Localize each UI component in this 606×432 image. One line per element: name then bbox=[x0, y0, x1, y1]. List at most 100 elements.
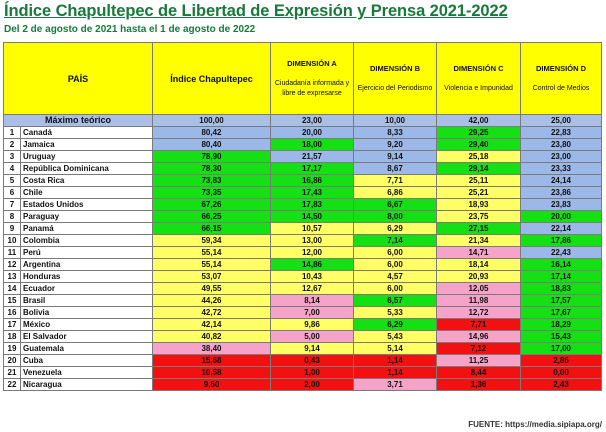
dimension-b-value: 4,57 bbox=[353, 270, 437, 283]
indice-value: 42,72 bbox=[152, 306, 271, 319]
indice-value: 59,34 bbox=[152, 234, 271, 247]
country-name: Argentina bbox=[20, 258, 153, 271]
dimension-a-value: 5,00 bbox=[270, 330, 354, 343]
country-name: Costa Rica bbox=[20, 174, 153, 187]
indice-value: 73,35 bbox=[152, 186, 271, 199]
dimension-a-value: 21,57 bbox=[270, 150, 354, 163]
dimension-d-value: 24,14 bbox=[520, 174, 602, 187]
max-label: Máximo teórico bbox=[3, 114, 153, 127]
dimension-b-name: DIMENSIÓN B bbox=[369, 63, 420, 73]
country-name: Perú bbox=[20, 246, 153, 259]
dimension-b-value: 5,43 bbox=[353, 330, 437, 343]
rank-number: 17 bbox=[3, 318, 21, 331]
dimension-b-value: 6,67 bbox=[353, 198, 437, 211]
indice-value: 78,30 bbox=[152, 162, 271, 175]
indice-value: 78,90 bbox=[152, 150, 271, 163]
country-name: El Salvador bbox=[20, 330, 153, 343]
dimension-a-value: 13,00 bbox=[270, 234, 354, 247]
source-note: FUENTE: https://media.sipiapa.org/ bbox=[468, 420, 602, 429]
indice-value: 55,14 bbox=[152, 246, 271, 259]
header-dimension-b: DIMENSIÓN B Ejercicio del Periodismo bbox=[353, 42, 437, 115]
dimension-c-value: 29,25 bbox=[436, 126, 521, 139]
dimension-d-value: 17,00 bbox=[520, 342, 602, 355]
table-row: 4 República Dominicana 78,30 17,17 8,67 29,14… bbox=[3, 162, 602, 175]
dimension-d-value: 18,83 bbox=[520, 282, 602, 295]
table-row: 22 Nicaragua 9,50 2,00 3,71 1,36 2,43 bbox=[3, 378, 602, 391]
rank-number: 21 bbox=[3, 366, 21, 379]
rank-number: 7 bbox=[3, 198, 21, 211]
indice-value: 15,68 bbox=[152, 354, 271, 367]
rank-number: 16 bbox=[3, 306, 21, 319]
dimension-b-value: 3,71 bbox=[353, 378, 437, 391]
dimension-d-value: 15,43 bbox=[520, 330, 602, 343]
dimension-c-value: 27,15 bbox=[436, 222, 521, 235]
dimension-c-value: 12,05 bbox=[436, 282, 521, 295]
dimension-b-value: 8,67 bbox=[353, 162, 437, 175]
max-theoretical-row: Máximo teórico 100,00 23,00 10,00 42,00 … bbox=[3, 114, 602, 127]
dimension-c-value: 12,72 bbox=[436, 306, 521, 319]
dimension-b-value: 8,33 bbox=[353, 126, 437, 139]
country-name: República Dominicana bbox=[20, 162, 153, 175]
dimension-a-value: 9,14 bbox=[270, 342, 354, 355]
dimension-c-value: 18,14 bbox=[436, 258, 521, 271]
country-name: Cuba bbox=[20, 354, 153, 367]
dimension-d-value: 17,14 bbox=[520, 270, 602, 283]
table-body: Máximo teórico 100,00 23,00 10,00 42,00 … bbox=[3, 114, 602, 391]
table-row: 20 Cuba 15,68 0,43 1,14 11,25 2,86 bbox=[3, 354, 602, 367]
dimension-c-value: 8,44 bbox=[436, 366, 521, 379]
dimension-b-value: 6,86 bbox=[353, 186, 437, 199]
header-dimension-a: DIMENSIÓN A Ciudadanía informada y libre… bbox=[270, 42, 354, 115]
rank-number: 4 bbox=[3, 162, 21, 175]
rank-number: 18 bbox=[3, 330, 21, 343]
dimension-b-description: Ejercicio del Periodismo bbox=[357, 84, 433, 92]
country-name: Uruguay bbox=[20, 150, 153, 163]
dimension-a-value: 20,00 bbox=[270, 126, 354, 139]
rank-number: 19 bbox=[3, 342, 21, 355]
dimension-b-value: 1,14 bbox=[353, 366, 437, 379]
dimension-a-value: 18,00 bbox=[270, 138, 354, 151]
dimension-d-value: 22,83 bbox=[520, 126, 602, 139]
dimension-d-value: 23,00 bbox=[520, 150, 602, 163]
country-name: Venezuela bbox=[20, 366, 153, 379]
dimension-b-value: 6,29 bbox=[353, 318, 437, 331]
dimension-b-value: 5,14 bbox=[353, 342, 437, 355]
rank-number: 10 bbox=[3, 234, 21, 247]
dimension-a-value: 7,00 bbox=[270, 306, 354, 319]
max-dimension-b: 10,00 bbox=[353, 114, 437, 127]
indice-value: 53,07 bbox=[152, 270, 271, 283]
dimension-a-value: 12,67 bbox=[270, 282, 354, 295]
dimension-a-value: 17,17 bbox=[270, 162, 354, 175]
country-name: Canadá bbox=[20, 126, 153, 139]
table-row: 14 Ecuador 49,55 12,67 6,00 12,05 18,83 bbox=[3, 282, 602, 295]
indice-value: 42,14 bbox=[152, 318, 271, 331]
indice-value: 80,40 bbox=[152, 138, 271, 151]
indice-value: 73,83 bbox=[152, 174, 271, 187]
indice-value: 49,55 bbox=[152, 282, 271, 295]
indice-value: 10,58 bbox=[152, 366, 271, 379]
table-row: 8 Paraguay 66,25 14,50 8,00 23,75 20,00 bbox=[3, 210, 602, 223]
indice-value: 67,26 bbox=[152, 198, 271, 211]
dimension-d-value: 23,83 bbox=[520, 198, 602, 211]
dimension-c-value: 25,18 bbox=[436, 150, 521, 163]
header-row: PAÍS Índice Chapultepec DIMENSIÓN A Ciud… bbox=[3, 42, 602, 115]
dimension-c-description: Violencia e Impunidad bbox=[444, 84, 513, 92]
dimension-d-value: 18,29 bbox=[520, 318, 602, 331]
dimension-b-value: 7,71 bbox=[353, 174, 437, 187]
dimension-d-value: 0,00 bbox=[520, 366, 602, 379]
dimension-a-value: 16,86 bbox=[270, 174, 354, 187]
index-table: PAÍS Índice Chapultepec DIMENSIÓN A Ciud… bbox=[3, 42, 602, 391]
country-name: Ecuador bbox=[20, 282, 153, 295]
dimension-c-value: 29,40 bbox=[436, 138, 521, 151]
dimension-c-value: 29,14 bbox=[436, 162, 521, 175]
indice-value: 44,26 bbox=[152, 294, 271, 307]
indice-value: 40,82 bbox=[152, 330, 271, 343]
dimension-b-value: 9,20 bbox=[353, 138, 437, 151]
indice-value: 55,14 bbox=[152, 258, 271, 271]
max-dimension-d: 25,00 bbox=[520, 114, 602, 127]
dimension-a-value: 8,14 bbox=[270, 294, 354, 307]
dimension-a-value: 17,83 bbox=[270, 198, 354, 211]
dimension-d-value: 23,33 bbox=[520, 162, 602, 175]
dimension-a-description: Ciudadanía informada y libre de expresar… bbox=[274, 79, 350, 97]
dimension-a-value: 10,57 bbox=[270, 222, 354, 235]
table-row: 10 Colombia 59,34 13,00 7,14 21,34 17,86 bbox=[3, 234, 602, 247]
